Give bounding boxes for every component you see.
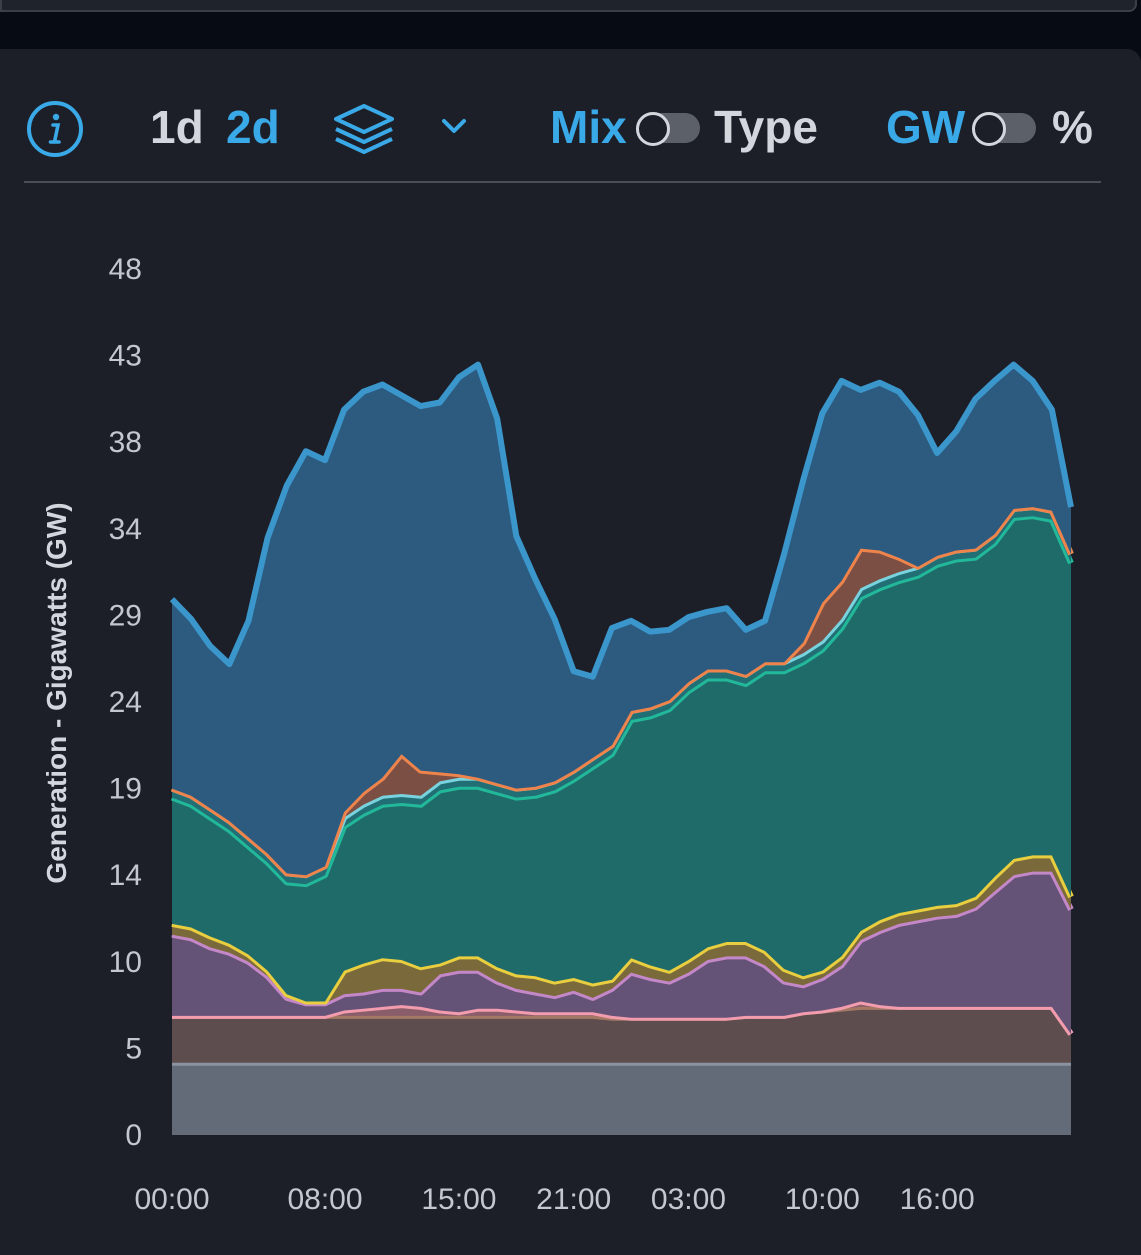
range-1d-button[interactable]: 1d bbox=[150, 101, 204, 153]
y-tick-label: 10 bbox=[109, 946, 142, 979]
x-axis-ticks: 00:00 08:00 15:00 21:00 03:00 10:00 16:00 bbox=[134, 1183, 974, 1216]
mix-label: Mix bbox=[550, 101, 627, 153]
y-tick-label: 43 bbox=[109, 340, 142, 373]
gw-label: GW bbox=[886, 101, 966, 153]
info-circle-icon[interactable] bbox=[26, 100, 84, 158]
y-tick-label: 29 bbox=[109, 599, 142, 632]
toggle-knob bbox=[636, 112, 670, 146]
series-7-area bbox=[172, 507, 1071, 876]
generation-stacked-area-chart: 0 5 10 14 19 24 29 34 38 43 48 00:00 08:00 15:00 21:0… bbox=[41, 253, 1074, 1216]
chart-toolbar: 1d 2d Mix Type GW % bbox=[0, 49, 1141, 183]
layers-icon[interactable] bbox=[332, 102, 396, 156]
x-tick-label: 00:00 bbox=[134, 1183, 209, 1216]
y-tick-label: 34 bbox=[109, 513, 142, 546]
generation-panel: 1d 2d Mix Type GW % 0 5 10 14 19 24 29 34 38 43 48… bbox=[0, 49, 1141, 1255]
y-axis-label: Generation - Gigawatts (GW) bbox=[41, 502, 72, 883]
unit-toggle[interactable] bbox=[972, 112, 1036, 146]
series-1-area bbox=[172, 1006, 1071, 1063]
chart-areas bbox=[169, 361, 1074, 1135]
toggle-knob bbox=[972, 112, 1006, 146]
series-2-area bbox=[172, 1001, 1071, 1034]
x-tick-label: 10:00 bbox=[785, 1183, 860, 1216]
x-tick-label: 21:00 bbox=[536, 1183, 611, 1216]
series-7-line[interactable] bbox=[170, 504, 1074, 879]
y-tick-label: 19 bbox=[109, 773, 142, 806]
range-2d-button[interactable]: 2d bbox=[226, 101, 280, 153]
y-tick-label: 5 bbox=[125, 1032, 142, 1065]
percent-label: % bbox=[1052, 101, 1093, 153]
chevron-down-icon[interactable] bbox=[440, 115, 468, 137]
x-tick-label: 03:00 bbox=[651, 1183, 726, 1216]
series-8-line[interactable] bbox=[169, 361, 1074, 680]
series-5-line[interactable] bbox=[170, 513, 1074, 888]
mix-type-toggle[interactable] bbox=[636, 112, 700, 146]
type-label: Type bbox=[714, 101, 818, 153]
x-tick-label: 08:00 bbox=[287, 1183, 362, 1216]
series-8-area bbox=[172, 364, 1071, 876]
series-5-area bbox=[172, 516, 1071, 1002]
x-tick-label: 15:00 bbox=[421, 1183, 496, 1216]
y-tick-label: 0 bbox=[125, 1119, 142, 1152]
series-4-area bbox=[172, 855, 1071, 1004]
y-axis-ticks: 0 5 10 14 19 24 29 34 38 43 48 bbox=[109, 253, 142, 1152]
y-tick-label: 14 bbox=[109, 859, 142, 892]
y-tick-label: 38 bbox=[109, 426, 142, 459]
y-tick-label: 24 bbox=[109, 686, 142, 719]
toolbar-divider bbox=[24, 181, 1101, 183]
series-3-area bbox=[172, 871, 1071, 1034]
x-tick-label: 16:00 bbox=[900, 1183, 975, 1216]
series-0-area bbox=[172, 1062, 1071, 1135]
y-tick-label: 48 bbox=[109, 253, 142, 286]
top-panel-edge bbox=[0, 0, 1137, 12]
